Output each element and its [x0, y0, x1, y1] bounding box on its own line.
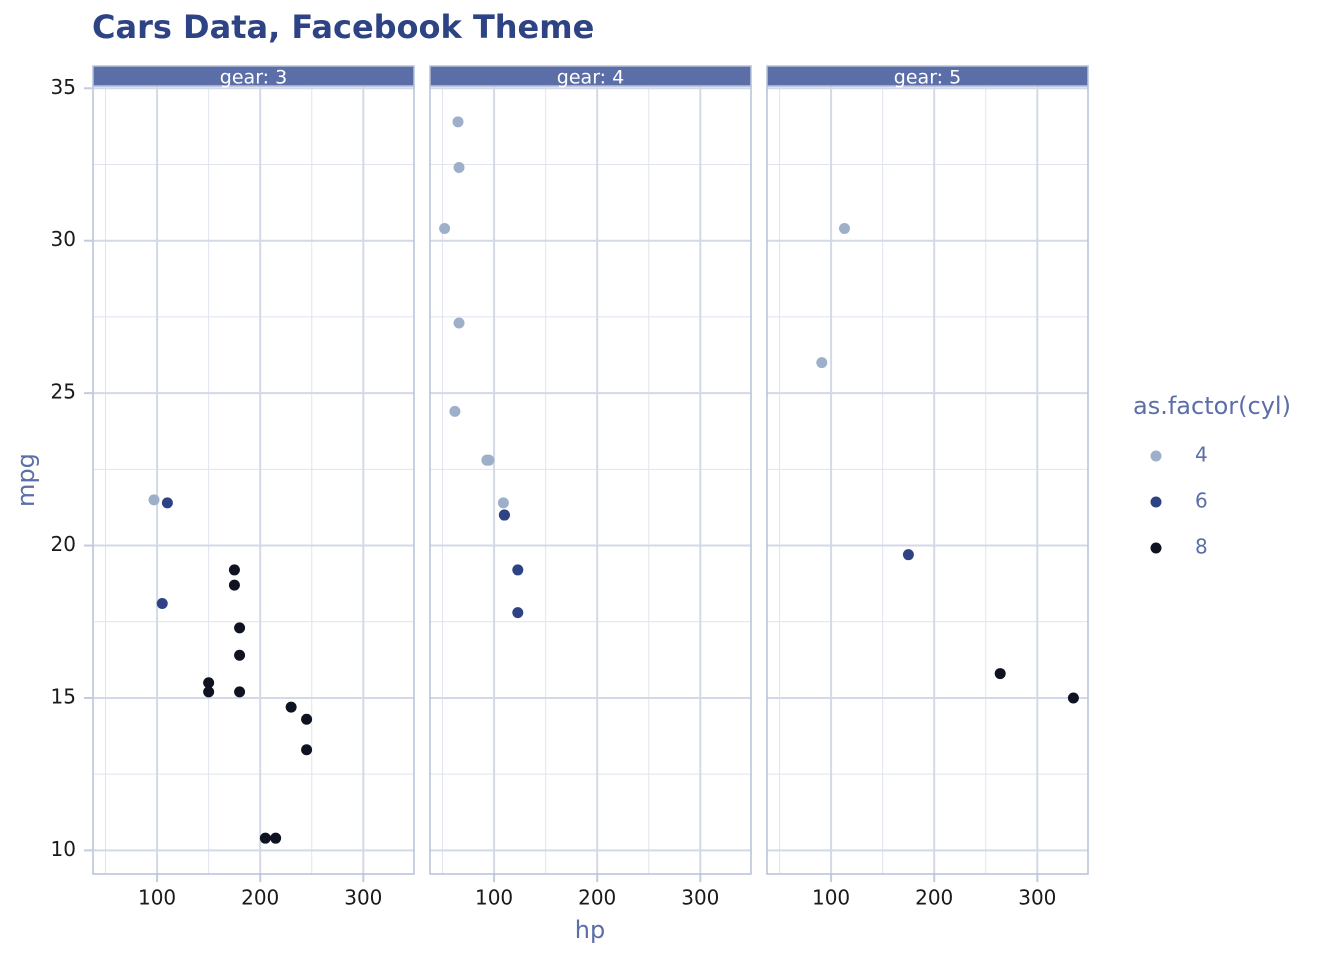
- point: [156, 597, 168, 609]
- point: [234, 622, 246, 634]
- legend-key: [1150, 496, 1162, 508]
- point: [234, 686, 246, 698]
- panel-border: [766, 85, 1089, 875]
- point: [994, 668, 1006, 680]
- point: [301, 713, 313, 725]
- point: [449, 405, 461, 417]
- x-tick-label: 300: [1018, 886, 1056, 910]
- point: [259, 832, 271, 844]
- chart-title: Cars Data, Facebook Theme: [92, 8, 594, 46]
- point: [148, 494, 160, 506]
- strip-label: gear: 3: [220, 67, 287, 89]
- point: [203, 686, 215, 698]
- strip-label: gear: 5: [894, 67, 961, 89]
- strip: [766, 65, 1089, 87]
- x-tick-label: 300: [681, 886, 719, 910]
- point: [902, 549, 914, 561]
- strip-label: gear: 4: [557, 67, 624, 89]
- x-tick-label: 100: [812, 886, 850, 910]
- y-tick-label: 20: [51, 532, 76, 556]
- point: [161, 497, 173, 509]
- point: [816, 357, 828, 369]
- legend-title: as.factor(cyl): [1133, 392, 1291, 420]
- point: [497, 497, 509, 509]
- x-tick-label: 100: [138, 886, 176, 910]
- point: [838, 223, 850, 235]
- point: [439, 223, 451, 235]
- legend-key: [1150, 542, 1162, 554]
- point: [512, 564, 524, 576]
- y-tick-label: 30: [51, 227, 76, 251]
- point: [453, 162, 465, 174]
- point: [452, 116, 464, 128]
- panel-border: [92, 85, 415, 875]
- point: [301, 744, 313, 756]
- y-tick-label: 25: [51, 380, 76, 404]
- point: [285, 701, 297, 713]
- strip: [92, 65, 415, 87]
- y-tick-label: 15: [51, 684, 76, 708]
- y-tick-label: 35: [51, 75, 76, 99]
- point: [234, 649, 246, 661]
- legend-label: 4: [1195, 443, 1208, 467]
- point: [270, 832, 282, 844]
- strip: [429, 65, 752, 87]
- point: [483, 454, 495, 466]
- x-tick-label: 200: [915, 886, 953, 910]
- y-tick-label: 10: [51, 837, 76, 861]
- point: [228, 579, 240, 591]
- legend-key: [1150, 450, 1162, 462]
- y-axis-label: mpg: [12, 453, 40, 507]
- point: [498, 509, 510, 521]
- point: [228, 564, 240, 576]
- point: [203, 677, 215, 689]
- legend-label: 8: [1195, 535, 1208, 559]
- point: [453, 317, 465, 329]
- point: [1067, 692, 1079, 704]
- x-tick-label: 300: [344, 886, 382, 910]
- legend-label: 6: [1195, 489, 1208, 513]
- point: [512, 607, 524, 619]
- x-tick-label: 200: [578, 886, 616, 910]
- panel-border: [429, 85, 752, 875]
- x-tick-label: 200: [241, 886, 279, 910]
- x-axis-label: hp: [575, 916, 605, 944]
- x-tick-label: 100: [475, 886, 513, 910]
